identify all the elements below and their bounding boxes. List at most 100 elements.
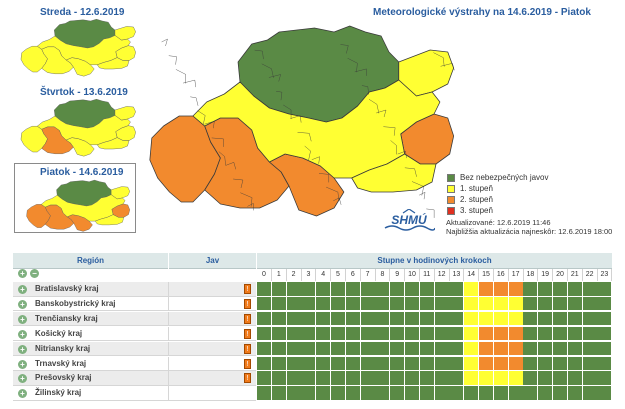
map-region-6[interactable] <box>41 194 126 222</box>
thermometer-icon[interactable]: ! <box>244 373 251 384</box>
hour-cell <box>257 282 272 297</box>
map-region-7[interactable] <box>351 153 437 193</box>
region-cell: + Košický kraj <box>13 326 168 342</box>
hour-cell <box>375 326 391 342</box>
hour-cell <box>405 371 420 386</box>
map-region-7[interactable] <box>96 137 130 150</box>
table-row[interactable]: + Žilinský kraj <box>13 386 613 401</box>
hour-cell <box>419 371 435 386</box>
hour-cell <box>493 282 509 297</box>
expand-row-button[interactable]: + <box>18 285 27 294</box>
hour-label: 0 <box>257 269 272 281</box>
hour-cell <box>508 356 524 372</box>
hour-cell <box>405 341 420 357</box>
hour-cell <box>286 282 302 297</box>
update-next: Najbližšia aktualizácia najneskôr: 12.6.… <box>446 227 613 236</box>
hour-cell <box>271 282 287 297</box>
hour-cell <box>286 311 302 327</box>
hour-cell <box>553 371 568 386</box>
shmu-logo-text: SHMÚ <box>391 212 427 227</box>
table-row[interactable]: + Prešovský kraj! <box>13 371 613 386</box>
thermometer-icon[interactable]: ! <box>244 328 251 339</box>
map-region-7[interactable] <box>94 214 124 226</box>
hour-cell <box>553 356 568 372</box>
hour-cell <box>286 341 302 357</box>
hour-cell <box>567 371 583 386</box>
hour-label: 3 <box>301 269 317 281</box>
map-region-7[interactable] <box>96 57 130 70</box>
expand-row-button[interactable]: + <box>18 374 27 384</box>
region-name: Žilinský kraj <box>35 388 82 398</box>
collapse-all-button[interactable]: − <box>30 269 39 278</box>
hour-label: 14 <box>464 269 480 281</box>
hour-cell <box>390 341 406 357</box>
map-region-6[interactable] <box>37 35 131 65</box>
hour-cell <box>360 356 376 372</box>
thermometer-icon[interactable]: ! <box>244 343 251 354</box>
hour-cell <box>464 282 480 297</box>
table-row[interactable]: + Košický kraj! <box>13 326 613 342</box>
hour-cell <box>301 386 317 401</box>
expand-row-button[interactable]: + <box>18 329 27 339</box>
hour-cell <box>538 311 554 327</box>
hour-cell <box>597 311 613 327</box>
hour-cell <box>523 326 539 342</box>
table-row[interactable]: + Nitriansky kraj! <box>13 341 613 357</box>
hour-cell <box>271 386 287 401</box>
map-region-6[interactable] <box>192 79 441 179</box>
slovakia-warning-map[interactable] <box>140 4 460 234</box>
hour-cell <box>538 282 554 297</box>
hour-cell <box>316 311 332 327</box>
hour-cell <box>582 356 598 372</box>
day-title-2: Štvrtok - 13.6.2019 <box>40 87 128 98</box>
map-region-6[interactable] <box>37 115 131 145</box>
thermometer-icon[interactable]: ! <box>244 298 251 309</box>
hour-cell <box>553 386 568 401</box>
expand-row-button[interactable]: + <box>18 344 27 354</box>
table-row[interactable]: + Banskobystrický kraj! <box>13 296 613 312</box>
region-cell: + Trnavský kraj <box>13 356 168 372</box>
hour-cell <box>464 311 480 327</box>
hour-cell <box>464 356 480 372</box>
mini-map-day-2[interactable] <box>18 98 136 158</box>
hour-cell <box>419 282 435 297</box>
expand-row-button[interactable]: + <box>18 359 27 369</box>
hour-cell <box>493 296 509 312</box>
header-jav: Jav <box>169 253 256 269</box>
hour-cell <box>449 341 465 357</box>
hour-cell <box>479 326 494 342</box>
hour-cell <box>286 356 302 372</box>
hour-cell <box>301 371 317 386</box>
expand-all-button[interactable]: + <box>18 269 27 278</box>
thermometer-icon[interactable]: ! <box>244 284 251 294</box>
expand-row-button[interactable]: + <box>18 314 27 324</box>
jav-cell: ! <box>168 282 256 297</box>
hour-cell <box>286 296 302 312</box>
hour-label: 12 <box>435 269 450 281</box>
hour-cell <box>523 341 539 357</box>
hour-cell <box>345 371 361 386</box>
mini-map-day-3[interactable] <box>18 179 136 233</box>
hour-cell <box>345 282 361 297</box>
hour-cell <box>257 311 272 327</box>
hour-cell <box>582 296 598 312</box>
header-region: Región <box>13 253 168 269</box>
mini-map-day-1[interactable] <box>18 18 136 78</box>
table-row[interactable]: + Trenčiansky kraj! <box>13 311 613 327</box>
thermometer-icon[interactable]: ! <box>244 358 251 369</box>
table-row[interactable]: + Trnavský kraj! <box>13 356 613 372</box>
hour-cell <box>523 296 539 312</box>
hour-label: 1 <box>272 269 287 281</box>
expand-row-button[interactable]: + <box>18 389 27 399</box>
table-row[interactable]: + Bratislavský kraj! <box>13 282 613 297</box>
hour-cell <box>553 341 568 357</box>
expand-row-button[interactable]: + <box>18 299 27 309</box>
hour-label: 6 <box>346 269 361 281</box>
hour-cell <box>434 296 450 312</box>
selected-day-frame <box>14 163 136 233</box>
hour-cell <box>493 326 509 342</box>
jav-cell: ! <box>168 296 256 312</box>
thermometer-icon[interactable]: ! <box>244 313 251 324</box>
hour-cell <box>345 341 361 357</box>
hour-label: 20 <box>553 269 568 281</box>
